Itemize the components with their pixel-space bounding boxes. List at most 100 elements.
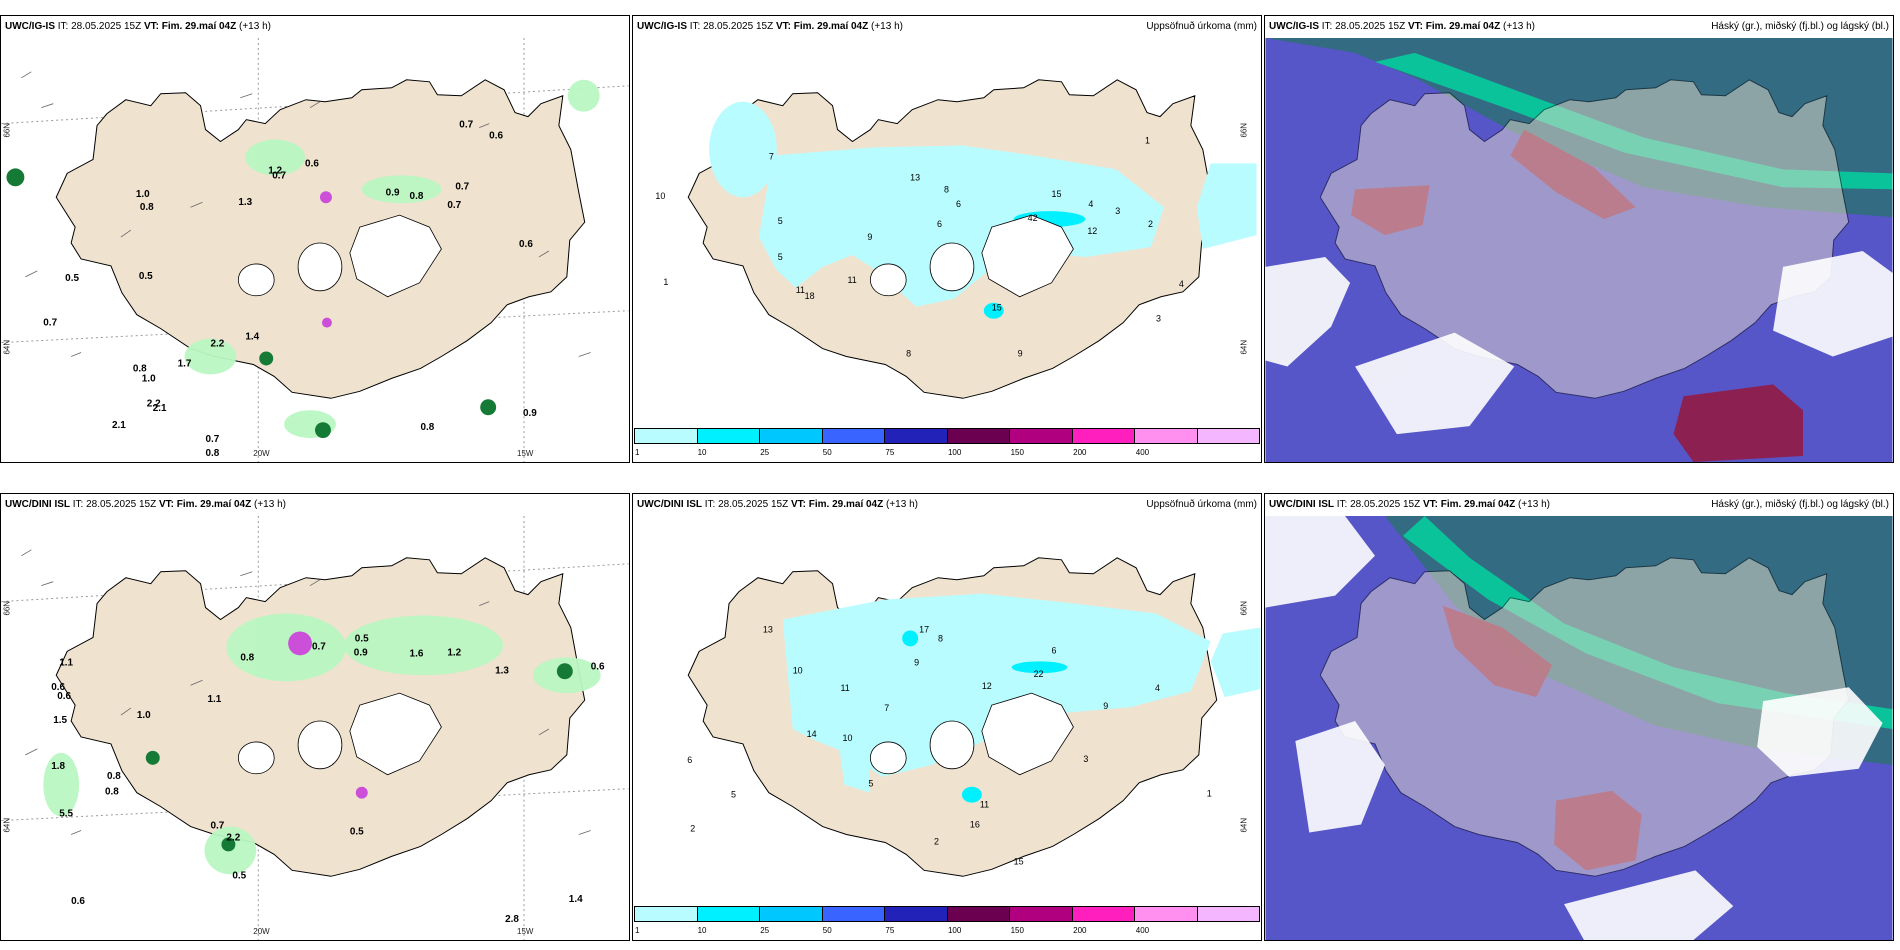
value-label: 5 xyxy=(778,216,783,226)
legend-label: 100 xyxy=(947,926,962,935)
value-label: 4 xyxy=(1179,279,1184,289)
legend-swatch xyxy=(1197,907,1259,921)
glacier-3 xyxy=(981,214,1074,298)
precip-spot-1 xyxy=(145,750,160,765)
value-label: 0.6 xyxy=(51,682,65,693)
precip-area-1 xyxy=(226,613,346,682)
value-label: 0.6 xyxy=(305,158,319,169)
value-label: 1.0 xyxy=(142,373,156,384)
cloud-low-area xyxy=(1351,185,1430,236)
precip-green-areas xyxy=(43,613,601,875)
value-label: 0.8 xyxy=(105,787,119,798)
map-svg: 6 5 2 10 14 17 11 7 8 22 3 9 15 1 4 2 5 xyxy=(633,516,1261,940)
legend-label: 150 xyxy=(1010,448,1024,457)
lat-label-1: 66N xyxy=(1240,123,1249,138)
value-label: 3 xyxy=(1083,754,1088,764)
value-label: 2.1 xyxy=(153,403,167,414)
precip-mid-area-2 xyxy=(902,630,919,647)
value-label: 0.5 xyxy=(139,271,153,282)
legend-label: 25 xyxy=(760,926,770,935)
precip-purple-spots xyxy=(319,191,332,328)
clear-sky xyxy=(1265,516,1883,940)
value-label: 0.7 xyxy=(455,181,469,192)
cloud-low-area xyxy=(1442,605,1553,698)
panel-cloud-bottom: UWC/DINI ISL IT: 28.05.2025 15Z VT: Fim.… xyxy=(1264,493,1894,941)
wind-barb xyxy=(21,71,32,79)
value-label: 2 xyxy=(1148,219,1153,229)
value-label: 22 xyxy=(1034,669,1044,679)
clear-area xyxy=(1295,721,1385,833)
vt-label: VT: xyxy=(143,21,159,32)
legend-label: 75 xyxy=(885,926,895,935)
legend-swatch xyxy=(947,907,1010,921)
vt-label: VT: xyxy=(790,499,806,510)
value-label: 5 xyxy=(868,779,873,789)
value-label: 13 xyxy=(763,624,773,634)
panel-header: UWC/DINI ISL IT: 28.05.2025 15Z VT: Fim.… xyxy=(1265,494,1893,516)
value-label: 6 xyxy=(687,755,692,765)
wind-barb xyxy=(120,229,132,238)
value-label: 0.8 xyxy=(140,202,154,213)
legend-swatch xyxy=(822,429,885,443)
precip-purple-2 xyxy=(321,317,332,328)
value-label: 0.9 xyxy=(354,647,368,658)
glaciers xyxy=(869,214,1074,298)
value-label: 11 xyxy=(796,285,805,295)
value-label: 0.8 xyxy=(410,191,424,202)
panel-accumulated-precip-top: UWC/IG-IS IT: 28.05.2025 15Z VT: Fim. 29… xyxy=(632,15,1262,463)
wind-barb xyxy=(41,581,54,587)
legend-label: 200 xyxy=(1073,926,1087,935)
precip-colorbar-labels: 1 10 25 50 75 100 150 200 400 xyxy=(634,924,1260,938)
legend-swatch xyxy=(760,429,823,443)
it-label: IT: xyxy=(1321,21,1333,32)
it-value: 28.05.2025 15Z xyxy=(703,21,774,32)
legend-label: 25 xyxy=(760,448,770,457)
legend-label: 150 xyxy=(1010,926,1024,935)
glaciers xyxy=(237,692,442,776)
wind-barb xyxy=(120,707,132,716)
clear-area xyxy=(1564,870,1734,940)
value-label: 0.7 xyxy=(206,434,220,445)
legend-label: 400 xyxy=(1135,926,1150,935)
value-label: 15 xyxy=(1014,856,1024,866)
map-svg xyxy=(1265,516,1893,940)
value-label: 4 xyxy=(1088,199,1093,209)
lon-label-1: 20W xyxy=(253,927,270,936)
value-label: 15 xyxy=(992,303,1002,313)
lat-label-1: 66N xyxy=(2,601,11,616)
precip-light-area-1 xyxy=(782,593,1211,777)
value-label: 0.7 xyxy=(447,200,461,211)
legend-label: 1 xyxy=(635,926,640,935)
value-label: 16 xyxy=(970,820,980,830)
precip-light-areas xyxy=(709,101,1257,307)
lat-label-2: 64N xyxy=(1240,818,1249,833)
legend-label: 50 xyxy=(822,448,832,457)
legend-swatch xyxy=(1135,429,1198,443)
legend-swatch xyxy=(760,907,823,921)
value-label: 10 xyxy=(793,665,803,675)
legend-swatch xyxy=(1135,907,1198,921)
value-label: 1.2 xyxy=(268,165,282,176)
glacier-1 xyxy=(297,720,343,770)
wind-barb xyxy=(71,830,82,835)
panel1-values: 0.7 0.6 0.5 1.0 0.8 1.2 0.9 0.7 1.3 0.6 … xyxy=(43,120,537,459)
wind-barb xyxy=(25,748,38,756)
legend-swatch xyxy=(822,907,885,921)
glacier-1 xyxy=(929,242,975,292)
wind-barb xyxy=(578,352,591,357)
lead-time: (+13 h) xyxy=(1518,499,1550,510)
value-label: 0.7 xyxy=(312,641,326,652)
panel5-values: 6 5 2 10 14 17 11 7 8 22 3 9 15 1 4 2 5 xyxy=(687,624,1212,866)
model-name: UWC/DINI ISL xyxy=(5,499,70,510)
value-label: 0.9 xyxy=(386,187,400,198)
map-svg: 10 7 11 9 5 13 8 6 15 12 42 3 2 1 4 18 5 xyxy=(633,38,1261,462)
value-label: 0.5 xyxy=(65,273,79,284)
panel-wind-precip-top: UWC/IG-IS IT: 28.05.2025 15Z VT: Fim. 29… xyxy=(0,15,630,463)
glacier-1 xyxy=(297,242,343,292)
it-label: IT: xyxy=(57,21,69,32)
glacier-3 xyxy=(981,692,1074,776)
it-value: 28.05.2025 15Z xyxy=(718,499,789,510)
legend-label: 100 xyxy=(947,448,962,457)
value-label: 5 xyxy=(731,790,736,800)
